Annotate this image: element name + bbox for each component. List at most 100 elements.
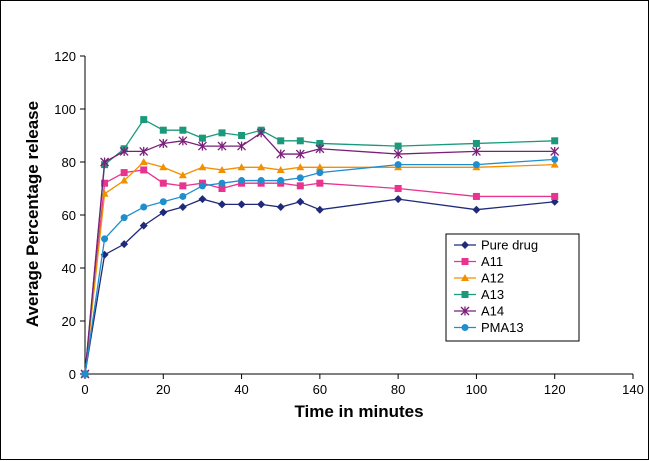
x-tick-label: 40 <box>234 382 248 397</box>
data-point-a14 <box>237 141 247 151</box>
data-point-a12 <box>159 163 168 171</box>
data-point-a13 <box>140 116 148 124</box>
data-point-a12 <box>550 160 559 168</box>
data-point-a11 <box>218 185 226 192</box>
legend-item-pure-drug: Pure drug <box>454 238 538 253</box>
data-point-pure-drug <box>257 200 266 209</box>
data-point-a11 <box>316 179 324 187</box>
x-tick-label: 140 <box>622 382 644 397</box>
y-axis-title: Average Percentage release <box>23 101 42 327</box>
y-tick-label: 120 <box>54 49 76 64</box>
data-point-a14 <box>550 146 560 156</box>
data-point-a12 <box>315 163 324 171</box>
data-point-a13 <box>238 132 246 139</box>
series-line-a13 <box>84 118 555 375</box>
data-point-a14 <box>295 149 305 159</box>
data-point-a14 <box>100 157 110 167</box>
legend-swatch-marker <box>461 291 469 298</box>
data-point-a13 <box>198 134 206 142</box>
data-point-a11 <box>140 166 148 174</box>
data-point-pma13 <box>179 192 187 200</box>
x-tick-label: 80 <box>391 382 405 397</box>
data-point-pma13 <box>120 214 128 222</box>
data-point-pure-drug <box>198 195 207 204</box>
data-point-a14 <box>315 144 325 154</box>
data-point-pure-drug <box>472 205 481 214</box>
data-point-pure-drug <box>218 200 226 209</box>
data-point-a11 <box>101 179 109 187</box>
data-point-pma13 <box>394 161 402 169</box>
data-point-a14 <box>256 128 266 138</box>
data-point-a13 <box>316 139 324 147</box>
data-point-pma13 <box>101 235 109 243</box>
data-point-a12 <box>178 171 187 179</box>
series-layer <box>80 116 560 379</box>
data-point-pma13 <box>472 161 480 169</box>
x-tick-label: 20 <box>156 382 170 397</box>
data-point-a13 <box>277 137 285 145</box>
data-point-a13 <box>394 142 402 150</box>
y-tick-label: 40 <box>62 261 76 276</box>
data-point-a13 <box>472 139 480 147</box>
data-point-pure-drug <box>237 200 246 209</box>
series-a14 <box>80 128 560 379</box>
series-line-a12 <box>84 161 555 375</box>
data-point-pma13 <box>257 177 265 185</box>
data-point-a14 <box>217 141 227 151</box>
data-point-a12 <box>296 163 305 171</box>
data-point-pma13 <box>316 169 324 177</box>
data-point-pma13 <box>238 177 246 185</box>
data-point-a14 <box>119 146 129 156</box>
data-point-a12 <box>257 163 266 171</box>
data-point-a11 <box>159 179 167 187</box>
y-tick-label: 100 <box>54 102 76 117</box>
x-axis-title: Time in minutes <box>294 402 423 421</box>
x-tick-label: 120 <box>544 382 566 397</box>
legend-box <box>445 233 580 342</box>
data-point-a12 <box>139 158 148 165</box>
data-point-pure-drug <box>394 195 403 204</box>
x-tick-label: 100 <box>466 382 488 397</box>
data-point-pma13 <box>81 370 89 378</box>
data-point-a13 <box>159 126 167 134</box>
y-tick-label: 0 <box>69 367 76 382</box>
data-point-a12 <box>218 165 226 173</box>
data-point-a11 <box>472 192 480 200</box>
x-tick-label: 0 <box>81 382 88 397</box>
data-point-a12 <box>198 163 207 171</box>
data-point-pma13 <box>296 174 304 182</box>
data-point-a13 <box>179 126 187 134</box>
legend-label: PMA13 <box>481 320 524 335</box>
legend-item-a12: A12 <box>454 271 504 286</box>
data-point-a12 <box>276 165 285 173</box>
legend-label: A11 <box>481 254 503 269</box>
data-point-a14 <box>276 149 286 159</box>
legend-label: A13 <box>481 287 504 302</box>
legend-item-pma13: PMA13 <box>454 320 524 335</box>
data-point-a14 <box>393 149 403 159</box>
y-tick-label: 20 <box>62 314 76 329</box>
axes: 0 20 40 60 80 100 120 140 0 20 40 60 80 100 120 <box>54 49 644 397</box>
y-tick-label: 60 <box>62 208 76 223</box>
data-point-a11 <box>120 169 128 177</box>
data-point-pure-drug <box>178 203 187 212</box>
data-point-a14 <box>158 138 168 148</box>
data-point-a11 <box>296 182 304 190</box>
data-point-a11 <box>179 182 187 190</box>
series-line-pure-drug <box>84 198 555 375</box>
data-point-pure-drug <box>296 197 305 206</box>
data-point-pma13 <box>551 155 559 163</box>
legend-swatch-marker <box>461 258 469 265</box>
legend-swatch-marker <box>461 324 469 331</box>
legend-label: A14 <box>481 304 504 319</box>
data-point-a14 <box>139 146 149 156</box>
data-point-pma13 <box>140 203 148 211</box>
data-point-a11 <box>551 192 559 200</box>
data-point-a14 <box>197 141 207 151</box>
data-point-pure-drug <box>139 221 148 230</box>
legend-swatch-marker <box>461 274 469 281</box>
legend-item-a11: A11 <box>454 254 503 269</box>
data-point-pma13 <box>218 179 226 187</box>
